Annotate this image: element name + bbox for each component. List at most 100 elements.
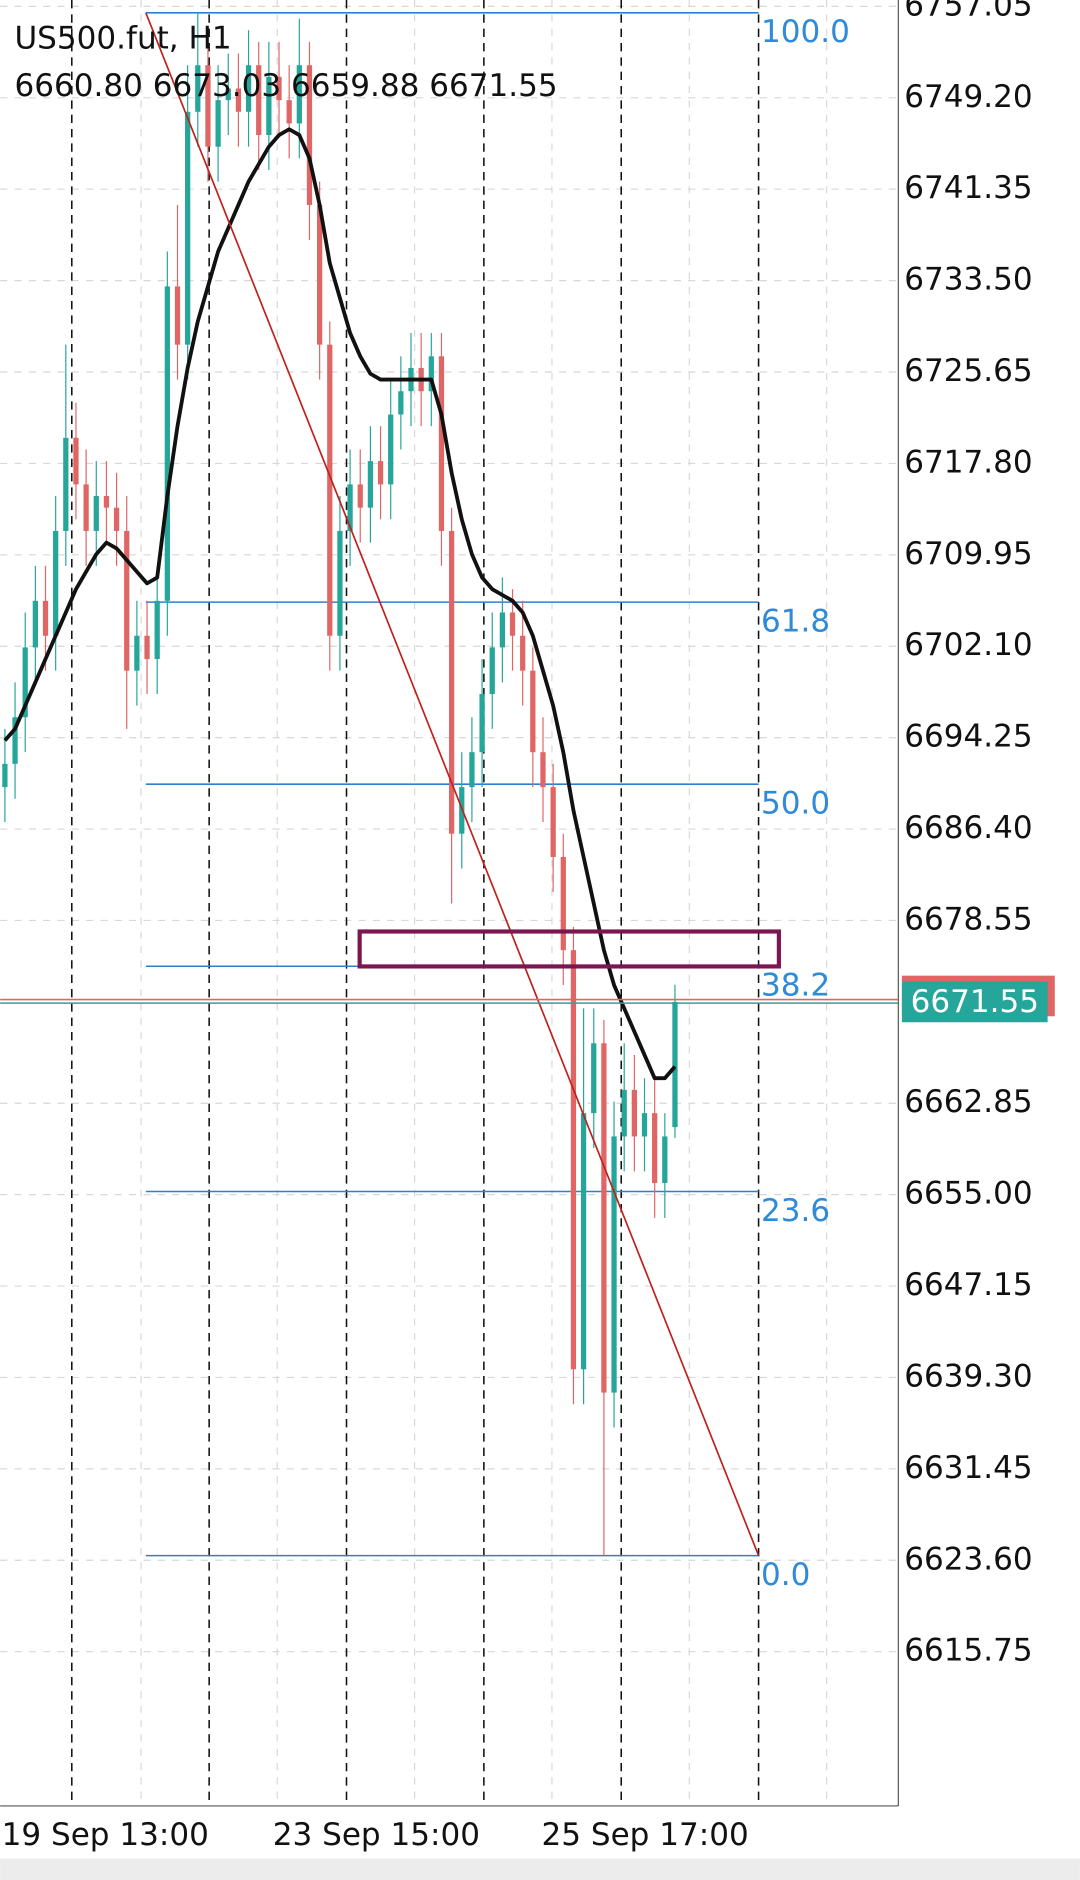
zone-rectangle <box>357 929 781 969</box>
fib-level-label: 100.0 <box>761 14 850 50</box>
candle-body <box>93 496 99 531</box>
candle-body <box>215 100 221 147</box>
candle-body <box>327 344 333 636</box>
x-tick-label: 19 Sep 13:00 <box>2 1817 209 1853</box>
candle-body <box>185 111 191 345</box>
y-tick-label: 6733.50 <box>904 262 1032 298</box>
candle-body <box>144 635 150 660</box>
candle-body <box>174 286 181 345</box>
trendline <box>145 12 760 1556</box>
candle-body <box>113 507 120 531</box>
price-tag <box>901 981 1048 1023</box>
y-tick-label: 6639.30 <box>904 1358 1032 1394</box>
candle-body <box>22 647 28 718</box>
candle-body <box>428 356 434 392</box>
y-tick-label: 6623.60 <box>904 1541 1032 1577</box>
candle-body <box>347 484 353 531</box>
candle-body <box>296 65 302 124</box>
candle-body <box>73 437 79 485</box>
candle-body <box>154 600 160 660</box>
y-tick-label: 6749.20 <box>904 79 1032 115</box>
candle-body <box>662 1136 668 1184</box>
plot <box>0 12 899 1557</box>
candle-body <box>103 496 110 508</box>
candle-body <box>32 600 38 648</box>
candle-body <box>367 461 374 508</box>
y-tick-label: 6647.15 <box>904 1267 1032 1303</box>
candle-body <box>479 693 485 753</box>
fib-level-label: 50.0 <box>761 786 830 822</box>
y-tick-label: 6757.05 <box>904 0 1032 23</box>
y-tick-label: 6686.40 <box>904 810 1032 846</box>
moving-average <box>3 127 677 1081</box>
y-tick-label: 6709.95 <box>904 536 1032 572</box>
y-tick-label: 6655.00 <box>904 1176 1032 1212</box>
candle-body <box>2 763 8 788</box>
candle-body <box>225 88 231 101</box>
candle-body <box>621 1089 627 1137</box>
candle-body <box>266 76 272 136</box>
candle-body <box>540 752 546 788</box>
candle-body <box>580 1113 587 1370</box>
candle-body <box>317 204 323 345</box>
candle-body <box>438 356 445 531</box>
candle-body <box>560 856 566 951</box>
chart-title: US500.fut, H1 <box>14 20 231 56</box>
candle-body <box>42 600 49 636</box>
fib-level-label: 61.8 <box>761 603 830 639</box>
x-tick-label: 25 Sep 17:00 <box>541 1817 748 1853</box>
candle-body <box>570 950 577 1370</box>
candle-body <box>63 437 69 531</box>
fib-level-label: 0.0 <box>761 1557 810 1593</box>
candle-body <box>601 1043 607 1393</box>
ohlc-readout: 6660.80 6673.03 6659.88 6671.55 <box>14 68 557 104</box>
price-tag-label: 6671.55 <box>911 984 1039 1020</box>
y-tick-label: 6717.80 <box>904 444 1032 480</box>
candle-body <box>12 717 18 764</box>
candle-body <box>235 88 242 112</box>
candle-body <box>530 670 536 753</box>
candle-body <box>164 286 170 601</box>
candle-body <box>499 612 506 648</box>
y-tick-label: 6694.25 <box>904 719 1032 755</box>
candle-body <box>489 647 495 694</box>
candle-body <box>124 530 130 671</box>
candle-body <box>134 635 140 671</box>
bottom-strip <box>0 1858 1080 1880</box>
candle-body <box>377 461 384 485</box>
grid <box>0 0 899 1806</box>
candle-body <box>337 530 343 636</box>
candle-body <box>631 1089 637 1137</box>
candle-body <box>256 65 262 136</box>
y-tick-label: 6725.65 <box>904 353 1032 389</box>
fib-level-label: 23.6 <box>761 1193 830 1229</box>
y-tick-label: 6678.55 <box>904 901 1032 937</box>
candle-body <box>520 635 526 671</box>
candle-body <box>245 65 252 112</box>
candle-body <box>306 65 313 205</box>
candle-body <box>448 530 455 834</box>
candle-body <box>83 484 89 531</box>
fib-level-label: 38.2 <box>761 968 830 1004</box>
candle-body <box>641 1113 648 1137</box>
candle-body <box>357 484 363 508</box>
candle-body <box>276 76 282 101</box>
candle-body <box>611 1136 617 1393</box>
y-tick-label: 6702.10 <box>904 627 1032 663</box>
x-tick-label: 23 Sep 15:00 <box>273 1817 480 1853</box>
y-tick-label: 6741.35 <box>904 170 1032 206</box>
candle-body <box>398 391 404 415</box>
candle-body <box>550 787 556 857</box>
candle-body <box>388 414 394 485</box>
candle-body <box>652 1113 658 1184</box>
y-tick-label: 6662.85 <box>904 1084 1032 1120</box>
candle-body <box>672 1001 678 1128</box>
y-tick-label: 6615.75 <box>904 1633 1032 1669</box>
candle-body <box>195 65 201 112</box>
candle-body <box>509 612 516 636</box>
candle-body <box>53 530 59 636</box>
candle-body <box>205 65 211 147</box>
candle-body <box>591 1043 597 1114</box>
